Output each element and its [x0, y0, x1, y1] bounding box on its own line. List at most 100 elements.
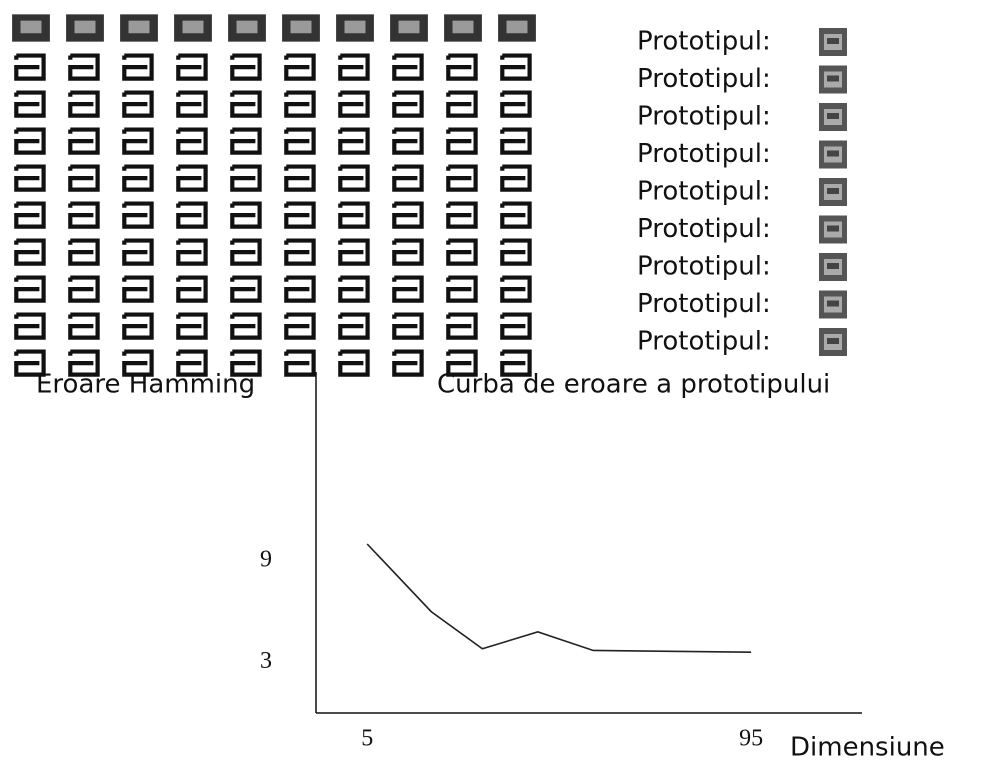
prototype-label: Prototipul: [637, 327, 771, 357]
prototype-cell [390, 14, 428, 41]
prototype-label: Prototipul: [637, 102, 771, 132]
page: Prototipul: Prototipul: Prototipul: Prototi… [0, 0, 996, 767]
prototype-icon [819, 141, 847, 169]
pattern-cell [394, 241, 421, 264]
pattern-cell [286, 56, 313, 79]
pattern-cell [232, 241, 259, 264]
prototype-label: Prototipul: [637, 252, 771, 282]
pattern-cell [286, 167, 313, 190]
pattern-cell [448, 56, 475, 79]
pattern-cell [178, 56, 205, 79]
pattern-cell [340, 241, 367, 264]
prototype-icon [819, 66, 847, 94]
pattern-cell [70, 278, 97, 301]
prototype-label: Prototipul: [637, 139, 771, 169]
pattern-cell [502, 93, 529, 116]
pattern-cell [70, 93, 97, 116]
prototype-label: Prototipul: [637, 177, 771, 207]
pattern-cell [502, 278, 529, 301]
pattern-cell [286, 241, 313, 264]
data-line [367, 544, 751, 652]
pattern-cell [16, 56, 43, 79]
pattern-cell [394, 315, 421, 338]
pattern-cell [448, 130, 475, 153]
pattern-cell [448, 204, 475, 227]
pattern-cell [502, 167, 529, 190]
pattern-cell [286, 278, 313, 301]
prototype-icon [819, 253, 847, 281]
prototype-cell [66, 14, 104, 41]
pattern-cell [502, 56, 529, 79]
pattern-cell [16, 278, 43, 301]
pattern-cell [340, 204, 367, 227]
pattern-cell [232, 93, 259, 116]
pattern-cell [448, 93, 475, 116]
pattern-cell [286, 93, 313, 116]
prototype-icon [819, 291, 847, 319]
x-tick-label: 5 [361, 726, 373, 752]
pattern-cell [232, 278, 259, 301]
pattern-cell [340, 167, 367, 190]
prototype-cell [444, 14, 482, 41]
pattern-cell [124, 315, 151, 338]
pattern-cell [178, 315, 205, 338]
pattern-cell [340, 315, 367, 338]
pattern-cell [286, 204, 313, 227]
pattern-cell [232, 315, 259, 338]
pattern-cell [394, 278, 421, 301]
prototype-cell [12, 14, 50, 41]
pattern-cell [340, 130, 367, 153]
pattern-cell [502, 315, 529, 338]
pattern-cell [394, 56, 421, 79]
pattern-cell [394, 167, 421, 190]
prototype-list: Prototipul: Prototipul: Prototipul: Prototi… [637, 27, 847, 357]
pattern-cell [286, 130, 313, 153]
prototype-cell [174, 14, 212, 41]
pattern-cell [124, 130, 151, 153]
prototype-icon [819, 178, 847, 206]
prototype-icon [819, 216, 847, 244]
pattern-cell [70, 56, 97, 79]
pattern-cell [70, 204, 97, 227]
prototype-cell [120, 14, 158, 41]
pattern-cell [178, 204, 205, 227]
prototype-label: Prototipul: [637, 214, 771, 244]
pattern-cell [16, 167, 43, 190]
pattern-cell [16, 315, 43, 338]
pattern-cell [232, 56, 259, 79]
y-tick-label: 3 [260, 648, 272, 674]
pattern-grid [12, 14, 536, 374]
pattern-cell [286, 315, 313, 338]
pattern-cell [232, 130, 259, 153]
pattern-cell [16, 204, 43, 227]
pattern-cell [502, 241, 529, 264]
pattern-cell [178, 93, 205, 116]
pattern-cell [70, 241, 97, 264]
pattern-cell [448, 167, 475, 190]
pattern-cell [70, 315, 97, 338]
pattern-cell [124, 93, 151, 116]
pattern-cell [70, 167, 97, 190]
prototype-label: Prototipul: [637, 64, 771, 94]
pattern-cell [178, 130, 205, 153]
pattern-cell [502, 130, 529, 153]
pattern-cell [124, 167, 151, 190]
screen: Prototipul: Prototipul: Prototipul: Prototi… [0, 0, 996, 767]
prototype-icon [819, 28, 847, 56]
pattern-cell [124, 56, 151, 79]
x-tick-label: 95 [739, 726, 763, 752]
pattern-cell [448, 278, 475, 301]
chart-title: Curba de eroare a prototipului [437, 370, 830, 400]
pattern-cell [340, 278, 367, 301]
pattern-cell [178, 241, 205, 264]
pattern-cell [16, 130, 43, 153]
pattern-cell [502, 204, 529, 227]
pattern-cell [394, 352, 421, 375]
pattern-cell [448, 241, 475, 264]
prototype-icon [819, 328, 847, 356]
pattern-cell [394, 204, 421, 227]
prototype-cell [336, 14, 374, 41]
prototype-label: Prototipul: [637, 27, 771, 57]
prototype-icon [819, 103, 847, 131]
